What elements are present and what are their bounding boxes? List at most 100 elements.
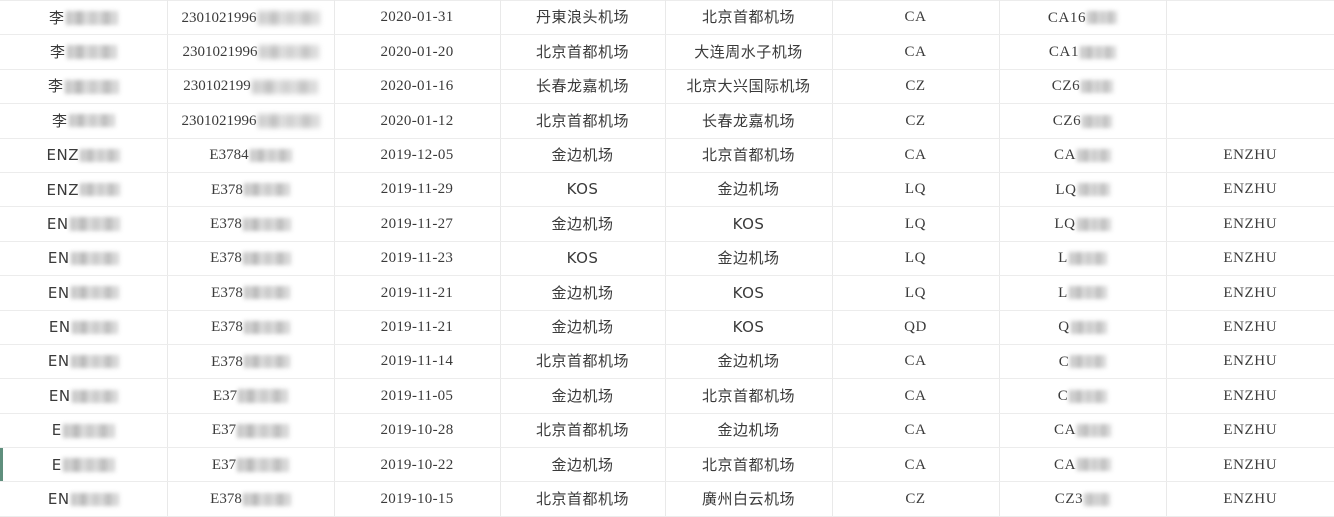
redacted-value: CZ3	[1055, 491, 1111, 508]
redaction-blur-mask	[70, 492, 119, 506]
cell-departure-airport: 北京首都机场	[500, 413, 666, 449]
cell-flight-number: CA1	[999, 34, 1167, 70]
redacted-value: CA1	[1049, 44, 1117, 61]
table-row[interactable]: EN E378 2019-11-21 金边机场 KOS LQ L ENZHU	[0, 275, 1334, 311]
cell-tail-label	[1166, 69, 1334, 105]
cell-flight-number: LQ	[999, 172, 1167, 208]
cell-name: 李	[0, 69, 168, 105]
table-row[interactable]: 李 2301021996 2020-01-12 北京首都机场 长春龙嘉机场 CZ CZ6	[0, 103, 1334, 139]
redacted-value-prefix: CA	[1053, 456, 1077, 473]
cell-date: 2020-01-16	[334, 69, 501, 105]
cell-id-number: E37	[167, 413, 335, 449]
table-row[interactable]: 李 230102199 2020-01-16 长春龙嘉机场 北京大兴国际机场 CZ CZ6	[0, 69, 1334, 105]
cell-departure-airport: 金边机场	[500, 447, 666, 483]
redaction-blur-mask	[66, 45, 117, 60]
redacted-value-prefix: E378	[211, 353, 243, 370]
cell-tail-label	[1166, 103, 1334, 139]
redacted-value: E3784	[209, 147, 292, 164]
redacted-value: C	[1058, 388, 1108, 405]
cell-arrival-airport: 北京首都机场	[665, 447, 833, 483]
redacted-value: E378	[210, 216, 291, 233]
cell-departure-airport: 金边机场	[500, 378, 666, 414]
cell-flight-number: L	[999, 241, 1167, 277]
redaction-blur-mask	[251, 79, 318, 94]
table-row[interactable]: EN E37 2019-11-05 金边机场 北京首都机场 CA C ENZHU	[0, 378, 1334, 414]
table-row[interactable]: ENZ E3784 2019-12-05 金边机场 北京首都机场 CA CA ENZHU	[0, 138, 1334, 173]
cell-tail-label: ENZHU	[1166, 310, 1334, 345]
redacted-value: E378	[210, 491, 291, 508]
redacted-value-prefix: 李	[51, 111, 68, 130]
table-row[interactable]: EN E378 2019-10-15 北京首都机场 廣州白云机场 CZ CZ3 ENZHU	[0, 481, 1334, 517]
cell-tail-label: ENZHU	[1166, 206, 1334, 242]
cell-name: EN	[0, 310, 168, 345]
cell-date: 2019-11-21	[334, 275, 501, 311]
redacted-value-prefix: E37	[211, 456, 237, 473]
cell-flight-number: C	[999, 378, 1167, 414]
cell-departure-airport: 丹東浪头机场	[500, 0, 666, 36]
cell-date: 2019-11-14	[334, 344, 501, 380]
table-row[interactable]: E E37 2019-10-28 北京首都机场 金边机场 CA CA ENZHU	[0, 413, 1334, 449]
cell-id-number: E378	[167, 206, 335, 242]
cell-airline-code: LQ	[832, 275, 1000, 311]
redacted-value-prefix: 李	[49, 42, 66, 61]
redaction-blur-mask	[242, 492, 291, 506]
cell-name: 李	[0, 0, 168, 36]
redacted-value-prefix: CZ6	[1052, 112, 1082, 129]
cell-tail-label	[1166, 0, 1334, 36]
redaction-blur-mask	[1084, 492, 1111, 506]
redacted-value-prefix: E	[51, 421, 62, 440]
cell-tail-label: ENZHU	[1166, 241, 1334, 277]
redaction-blur-mask	[1070, 320, 1107, 334]
cell-departure-airport: 北京首都机场	[500, 481, 666, 517]
cell-id-number: E378	[167, 241, 335, 277]
redacted-value-prefix: ENZ	[46, 180, 79, 199]
cell-airline-code: CZ	[832, 481, 1000, 517]
cell-name: ENZ	[0, 138, 168, 173]
cell-airline-code: CA	[832, 34, 1000, 70]
redacted-value: 李	[48, 78, 119, 95]
redaction-blur-mask	[242, 217, 291, 231]
cell-airline-code: LQ	[832, 241, 1000, 277]
table-row[interactable]: E E37 2019-10-22 金边机场 北京首都机场 CA CA ENZHU	[0, 447, 1334, 483]
redaction-blur-mask	[69, 217, 120, 232]
redacted-value-prefix: E37	[211, 422, 237, 439]
redacted-value-prefix: EN	[48, 318, 71, 337]
cell-flight-number: CA	[999, 447, 1167, 483]
cell-flight-number: CA	[999, 413, 1167, 449]
redaction-blur-mask	[79, 148, 120, 162]
cell-tail-label: ENZHU	[1166, 378, 1334, 414]
cell-name: EN	[0, 241, 168, 277]
table-row[interactable]: EN E378 2019-11-21 金边机场 KOS QD Q ENZHU	[0, 310, 1334, 345]
redacted-value: E	[52, 457, 115, 474]
redacted-value-prefix: E3784	[209, 147, 249, 164]
cell-airline-code: CZ	[832, 103, 1000, 139]
redacted-value: CZ6	[1052, 112, 1113, 130]
redacted-value-prefix: 李	[47, 77, 64, 96]
table-row[interactable]: EN E378 2019-11-27 金边机场 KOS LQ LQ ENZHU	[0, 206, 1334, 242]
redaction-blur-mask	[243, 286, 290, 300]
cell-name: EN	[0, 378, 168, 414]
table-row[interactable]: 李 2301021996 2020-01-31 丹東浪头机场 北京首都机场 CA CA16	[0, 0, 1334, 36]
redacted-value-prefix: Q	[1058, 319, 1070, 336]
redacted-value-prefix: C	[1057, 387, 1069, 404]
redaction-blur-mask	[1080, 45, 1117, 59]
redaction-blur-mask	[242, 252, 291, 266]
redacted-value-prefix: EN	[47, 283, 70, 302]
cell-id-number: 2301021996	[167, 0, 335, 36]
cell-date: 2019-11-29	[334, 172, 501, 208]
table-row[interactable]: ENZ E378 2019-11-29 KOS 金边机场 LQ LQ ENZHU	[0, 172, 1334, 208]
table-row[interactable]: 李 2301021996 2020-01-20 北京首都机场 大连周水子机场 CA CA1	[0, 34, 1334, 70]
cell-date: 2019-10-28	[334, 413, 501, 449]
cell-id-number: E378	[167, 481, 335, 517]
table-row[interactable]: EN E378 2019-11-14 北京首都机场 金边机场 CA C ENZHU	[0, 344, 1334, 380]
cell-name: EN	[0, 206, 168, 242]
cell-id-number: E378	[167, 344, 335, 380]
redacted-value-prefix: EN	[47, 490, 70, 509]
cell-flight-number: Q	[999, 310, 1167, 345]
table-row[interactable]: EN E378 2019-11-23 KOS 金边机场 LQ L ENZHU	[0, 241, 1334, 277]
redacted-value: ENZ	[47, 182, 120, 199]
cell-name: 李	[0, 103, 168, 139]
cell-departure-airport: KOS	[500, 241, 666, 277]
